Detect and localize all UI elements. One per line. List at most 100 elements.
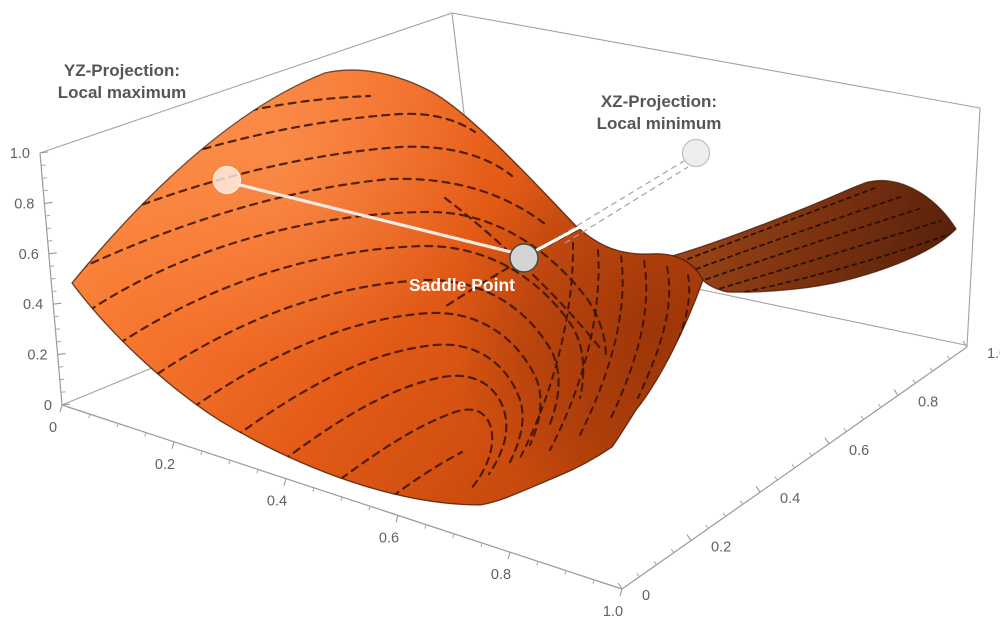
box-edge-top-left bbox=[39, 12, 453, 154]
y-axis-minor-tick bbox=[739, 500, 744, 505]
z-axis-tick-label: 0 bbox=[44, 398, 52, 414]
surface-sheet bbox=[71, 69, 704, 506]
contour-lines bbox=[72, 94, 691, 505]
xz-connector-dashed-lower bbox=[564, 166, 689, 244]
x-axis-tick bbox=[507, 552, 511, 560]
x-axis-tick-label: 0.6 bbox=[379, 530, 399, 546]
x-axis-tick bbox=[395, 515, 399, 523]
y-axis-minor-tick bbox=[670, 548, 675, 553]
x-axis-minor-tick bbox=[228, 460, 231, 465]
z-axis-tick-label: 0.8 bbox=[14, 196, 34, 212]
yz-projection-marker bbox=[213, 166, 241, 194]
z-axis-tick bbox=[61, 403, 71, 406]
z-axis-minor-tick bbox=[56, 340, 62, 343]
x-axis-tick-label: 0 bbox=[49, 420, 57, 436]
z-axis-minor-tick bbox=[55, 328, 60, 330]
z-axis-tick bbox=[44, 201, 53, 204]
saddle-point-marker bbox=[509, 243, 539, 273]
x-axis-tick-label: 0.2 bbox=[155, 457, 175, 473]
x-axis-minor-tick bbox=[340, 496, 343, 502]
z-axis-tick-label: 0.2 bbox=[27, 348, 47, 364]
x-axis-tick bbox=[619, 588, 623, 597]
y-axis-tick bbox=[755, 485, 761, 493]
axis-ticks-and-labels: 0 0.2 0.4 0.6 0.8 1.0 0 0.2 0.4 0.6 0.8 1.0 0 0.2 0.4 0… bbox=[10, 146, 1000, 620]
y-axis-minor-tick bbox=[946, 355, 951, 360]
z-axis-minor-tick bbox=[43, 189, 48, 192]
z-axis-minor-tick bbox=[42, 177, 47, 179]
x-axis-tick bbox=[283, 478, 287, 486]
x-axis-tick-label: 0.8 bbox=[491, 567, 511, 583]
z-axis-tick-label: 0.6 bbox=[19, 247, 39, 263]
yz-annotation-line2: Local maximum bbox=[58, 83, 187, 102]
yz-annotation-line1: YZ-Projection: bbox=[64, 61, 180, 80]
x-axis-minor-tick bbox=[256, 469, 259, 474]
axes: 0 0.2 0.4 0.6 0.8 1.0 0 0.2 0.4 0.6 0.8 1.0 0 0.2 0.4 0… bbox=[10, 146, 1000, 620]
x-axis-tick-label: 1.0 bbox=[603, 604, 623, 620]
x-axis-minor-tick bbox=[592, 579, 595, 584]
y-axis-tick-label: 1.0 bbox=[987, 346, 1000, 362]
x-axis-minor-tick bbox=[480, 542, 483, 548]
x-axis-minor-tick bbox=[200, 450, 203, 456]
y-axis-minor-tick bbox=[636, 573, 640, 578]
xz-connector-dashed-upper bbox=[559, 160, 685, 237]
x-axis-minor-tick bbox=[116, 423, 119, 428]
z-axis-minor-tick bbox=[46, 227, 52, 230]
z-axis-tick-label: 1.0 bbox=[10, 146, 30, 162]
y-axis-minor-tick bbox=[705, 524, 709, 529]
box-edge-top-right bbox=[451, 12, 981, 109]
xz-annotation-line2: Local minimum bbox=[597, 114, 722, 133]
z-axis-minor-tick bbox=[52, 290, 57, 293]
y-axis-minor-tick bbox=[774, 476, 778, 481]
x-axis-minor-tick bbox=[88, 414, 91, 419]
z-axis-tick bbox=[57, 353, 66, 356]
xz-connector-line-solid bbox=[535, 219, 593, 252]
y-axis-tick-label: 0.6 bbox=[849, 443, 869, 459]
yz-connector-line bbox=[238, 183, 513, 254]
z-axis-minor-tick bbox=[58, 366, 64, 368]
y-axis-minor-tick bbox=[843, 427, 847, 432]
y-axis-minor-tick bbox=[877, 403, 882, 408]
surface-shading bbox=[72, 70, 703, 505]
z-axis-tick-label: 0.4 bbox=[23, 297, 43, 313]
x-axis-tick bbox=[171, 441, 175, 449]
y-axis-tick bbox=[686, 534, 692, 541]
box-edge-right-vertical bbox=[966, 107, 981, 348]
x-axis-minor-tick bbox=[144, 432, 147, 437]
y-axis-tick bbox=[893, 389, 899, 396]
box-edge-back-vertical bbox=[451, 12, 467, 131]
x-axis-minor-tick bbox=[312, 487, 315, 492]
y-axis-tick bbox=[617, 582, 623, 590]
y-axis-tick-label: 0.4 bbox=[780, 491, 800, 507]
z-axis-minor-tick bbox=[41, 164, 46, 167]
y-axis-tick bbox=[824, 437, 830, 445]
xz-projection-marker bbox=[681, 138, 711, 168]
z-axis-minor-tick bbox=[45, 214, 51, 217]
z-axis-minor-tick bbox=[60, 391, 66, 393]
box-edge-bottom-back-left bbox=[61, 367, 153, 406]
z-axis-tick bbox=[53, 302, 62, 305]
z-axis-minor-tick bbox=[59, 378, 65, 381]
y-axis-minor-tick bbox=[653, 560, 657, 566]
z-axis-minor-tick bbox=[49, 265, 55, 267]
x-axis-minor-tick bbox=[564, 570, 567, 575]
y-axis-tick-label: 0.8 bbox=[918, 394, 938, 410]
x-axis-minor-tick bbox=[368, 506, 371, 511]
y-axis-minor-tick bbox=[808, 452, 813, 457]
z-axis-minor-tick bbox=[54, 315, 59, 318]
saddle-point-label: Saddle Point bbox=[409, 275, 515, 295]
x-axis-tick bbox=[59, 404, 63, 413]
y-axis-minor-tick bbox=[929, 367, 933, 372]
y-axis-minor-tick bbox=[791, 464, 795, 469]
z-axis-minor-tick bbox=[50, 277, 56, 280]
xz-annotation-line1: XZ-Projection: bbox=[601, 92, 717, 111]
z-axis-tick bbox=[39, 151, 49, 154]
z-axis-minor-tick bbox=[47, 240, 53, 242]
y-axis-tick-label: 0 bbox=[642, 588, 650, 604]
y-axis-tick bbox=[962, 340, 968, 348]
x-axis-minor-tick bbox=[424, 524, 427, 529]
annotation-layer: YZ-Projection: Local maximum XZ-Projecti… bbox=[58, 61, 722, 295]
x-axis-minor-tick bbox=[452, 533, 455, 538]
y-axis-minor-tick bbox=[860, 415, 864, 420]
